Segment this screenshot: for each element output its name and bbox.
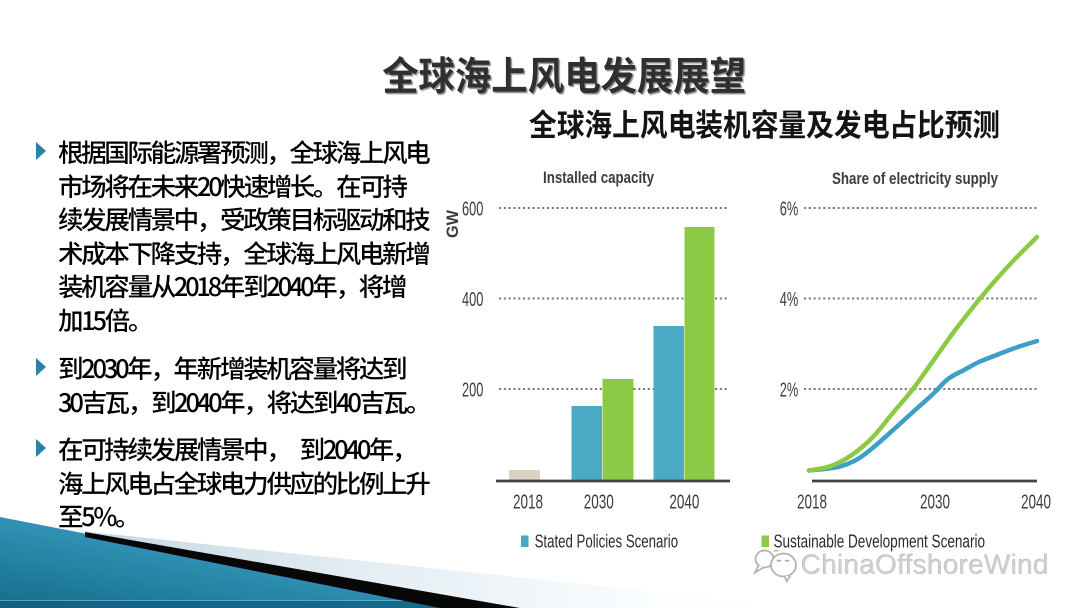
svg-text:2018: 2018 (513, 492, 543, 514)
svg-text:Stated Policies Scenario: Stated Policies Scenario (535, 532, 679, 552)
svg-text:Sustainable Development Scenar: Sustainable Development Scenario (774, 532, 986, 552)
svg-text:Installed capacity: Installed capacity (543, 169, 655, 187)
svg-text:2018: 2018 (797, 492, 827, 514)
svg-text:2040: 2040 (669, 492, 699, 514)
svg-text:2040: 2040 (1021, 492, 1051, 514)
svg-text:600: 600 (462, 198, 483, 221)
svg-text:2030: 2030 (584, 492, 614, 514)
svg-text:4%: 4% (780, 288, 799, 311)
svg-text:GW: GW (443, 209, 462, 238)
svg-text:Share of electricity supply: Share of electricity supply (832, 170, 999, 188)
svg-text:2%: 2% (780, 379, 799, 402)
svg-text:2030: 2030 (920, 492, 950, 514)
svg-text:200: 200 (462, 379, 483, 402)
svg-text:400: 400 (462, 288, 483, 311)
svg-text:6%: 6% (780, 198, 799, 221)
